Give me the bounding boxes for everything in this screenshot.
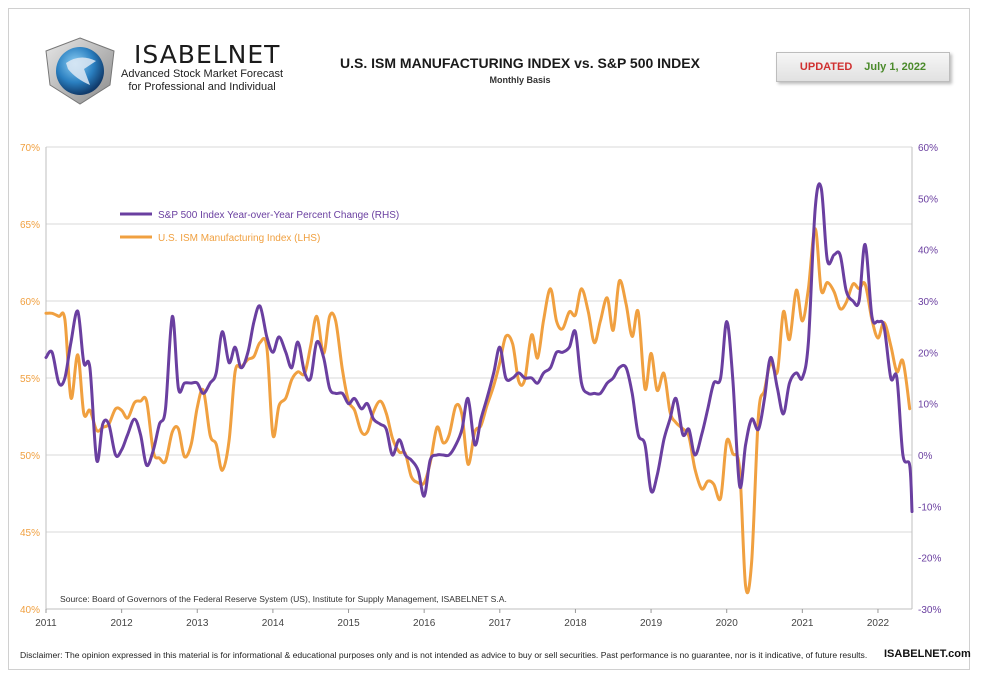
right-tick-label: 60%	[918, 143, 938, 154]
updated-label: UPDATED	[799, 61, 853, 73]
left-tick-label: 55%	[20, 374, 40, 385]
chart-title: U.S. ISM MANUFACTURING INDEX vs. S&P 500…	[340, 55, 700, 71]
left-tick-label: 45%	[20, 528, 40, 539]
x-tick-label: 2018	[564, 618, 587, 629]
left-tick-label: 65%	[20, 220, 40, 231]
left-tick-label: 60%	[20, 297, 40, 308]
updated-badge: UPDATED July 1, 2022	[776, 52, 950, 82]
x-axis-ticks: 2011 2012 2013 2014 2015 2016 2017 2018 2019 2020…	[35, 609, 890, 629]
brand-name: ISABELNET	[134, 40, 281, 69]
legend: S&P 500 Index Year-over-Year Percent Cha…	[120, 210, 399, 244]
right-tick-label: 30%	[918, 297, 938, 308]
x-tick-label: 2014	[262, 618, 285, 629]
x-tick-label: 2017	[489, 618, 512, 629]
right-tick-label: 50%	[918, 194, 938, 205]
left-axis-ticks: 40% 45% 50% 55% 60% 65% 70%	[20, 143, 40, 616]
footer-brand: ISABELNET.com	[884, 648, 971, 660]
left-tick-label: 50%	[20, 451, 40, 462]
x-tick-label: 2021	[791, 618, 814, 629]
right-axis-ticks: -30% -20% -10% 0% 10% 20% 30% 40% 50% 60%	[918, 143, 941, 616]
left-tick-label: 40%	[20, 605, 40, 616]
right-tick-label: 40%	[918, 246, 938, 257]
x-tick-label: 2022	[867, 618, 890, 629]
disclaimer: Disclaimer: The opinion expressed in thi…	[20, 650, 868, 660]
chart-subtitle: Monthly Basis	[489, 75, 551, 85]
series-lines	[44, 182, 914, 595]
x-tick-label: 2020	[716, 618, 739, 629]
right-tick-label: 20%	[918, 348, 938, 359]
right-tick-label: 0%	[918, 451, 933, 462]
x-tick-label: 2016	[413, 618, 436, 629]
left-tick-label: 70%	[20, 143, 40, 154]
sp500-yoy-line	[44, 182, 914, 513]
right-tick-label: -20%	[918, 554, 941, 565]
right-tick-label: -30%	[918, 605, 941, 616]
x-tick-label: 2013	[186, 618, 209, 629]
x-tick-label: 2011	[35, 618, 57, 629]
legend-label: S&P 500 Index Year-over-Year Percent Cha…	[158, 210, 399, 221]
source-note: Source: Board of Governors of the Federa…	[60, 594, 507, 604]
legend-label: U.S. ISM Manufacturing Index (LHS)	[158, 233, 320, 244]
brand-tagline: Advanced Stock Market Forecast for Profe…	[118, 68, 286, 94]
x-tick-label: 2019	[640, 618, 663, 629]
tagline-line-2: for Professional and Individual	[128, 81, 276, 93]
right-tick-label: 10%	[918, 400, 938, 411]
x-tick-label: 2015	[337, 618, 360, 629]
x-tick-label: 2012	[111, 618, 134, 629]
isabelnet-logo-icon	[45, 37, 115, 105]
right-tick-label: -10%	[918, 502, 941, 513]
updated-date: July 1, 2022	[864, 61, 927, 73]
tagline-line-1: Advanced Stock Market Forecast	[120, 68, 283, 80]
